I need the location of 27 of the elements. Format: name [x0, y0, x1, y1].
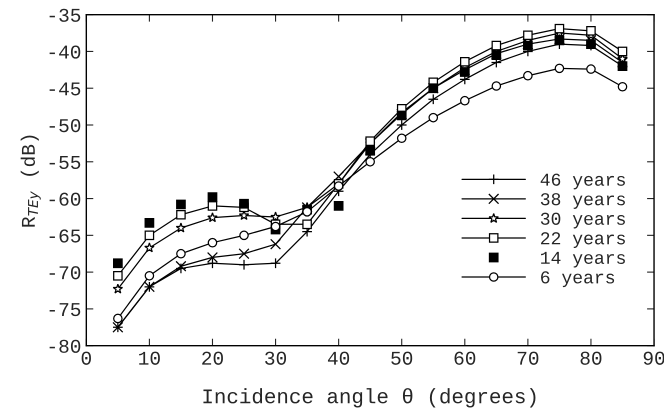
legend-label: 6 years	[541, 271, 614, 288]
legend-label: 46 years	[540, 174, 625, 190]
x-tick-label: 20	[202, 352, 223, 365]
x-tick-label: 40	[328, 352, 350, 365]
x-tick-label: 60	[454, 352, 476, 365]
y-tick-label: -40	[50, 45, 80, 59]
legend-label: 30 years	[540, 212, 625, 228]
y-axis-title: R$_{TEy}$ (dB)	[20, 136, 41, 227]
y-tick-label: -70	[50, 266, 80, 280]
y-tick-label: -80	[50, 340, 80, 353]
y-tick-label: -35	[50, 8, 80, 22]
x-tick-label: 0	[82, 352, 91, 365]
x-tick-label: 30	[265, 352, 286, 365]
y-tick-label: -45	[50, 82, 80, 96]
y-tick-label: -75	[50, 303, 80, 316]
x-tick-label: 10	[139, 352, 160, 365]
x-axis-title: Incidence angle θ (degrees)	[203, 388, 536, 408]
x-tick-label: 50	[391, 352, 412, 365]
x-tick-label: 70	[518, 352, 538, 365]
y-tick-label: -50	[50, 119, 80, 132]
legend-label: 14 years	[541, 252, 625, 268]
legend-label: 22 years	[541, 232, 625, 248]
y-tick-label: -60	[50, 192, 80, 206]
y-tick-label: -65	[50, 229, 80, 243]
x-tick-label: 80	[580, 352, 602, 365]
y-tick-label: -55	[50, 156, 80, 170]
legend-label: 38 years	[540, 193, 625, 209]
